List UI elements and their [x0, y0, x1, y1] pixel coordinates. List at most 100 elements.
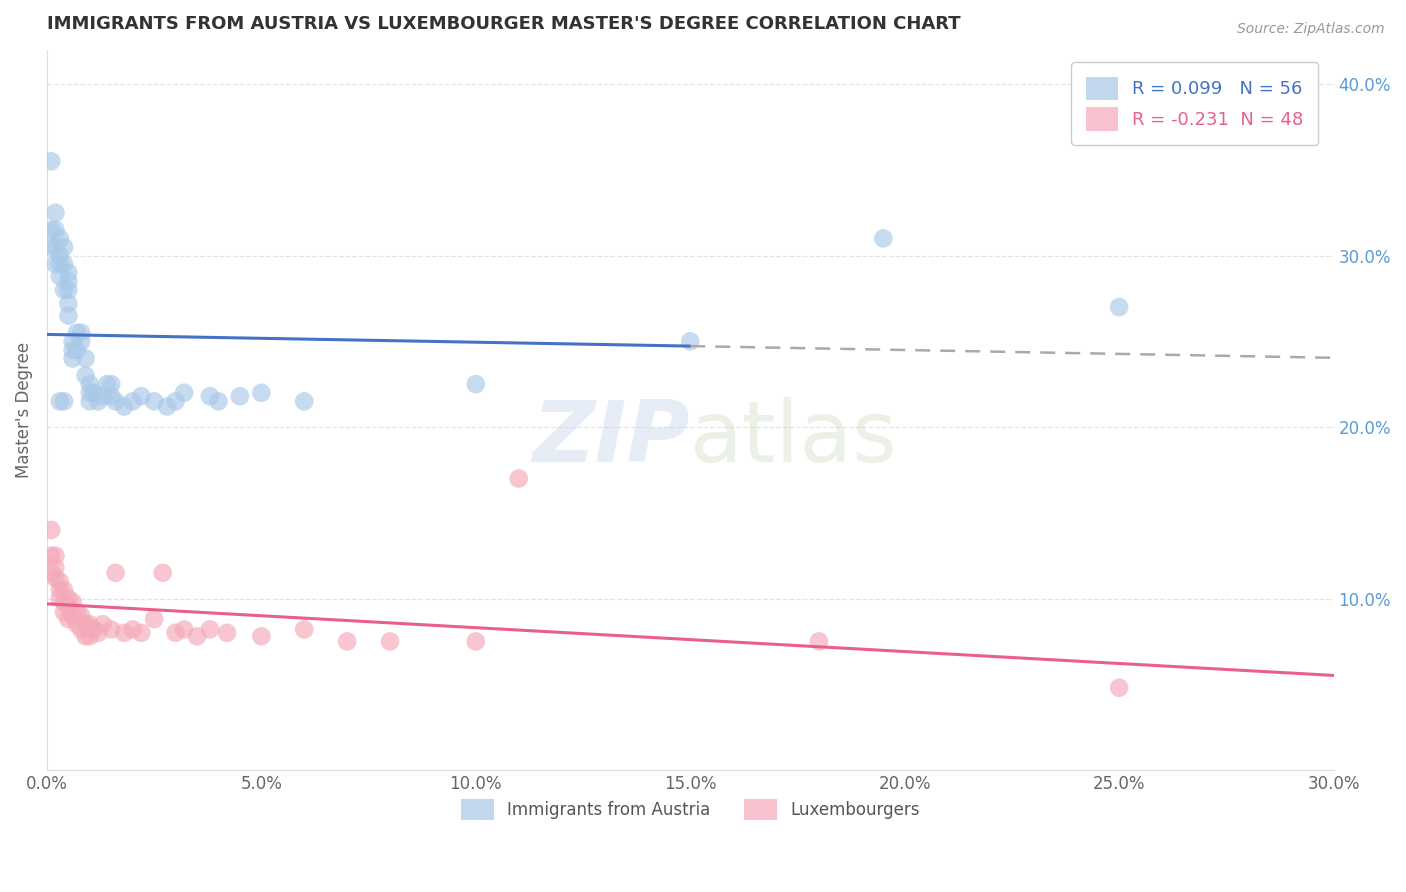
Point — [79, 617, 101, 632]
Point — [198, 389, 221, 403]
Point — [121, 623, 143, 637]
Point — [58, 591, 80, 606]
Point — [173, 385, 195, 400]
Y-axis label: Master's Degree: Master's Degree — [15, 342, 32, 478]
Point — [53, 257, 76, 271]
Point — [75, 351, 97, 366]
Point — [39, 240, 62, 254]
Point — [87, 625, 110, 640]
Point — [39, 154, 62, 169]
Point — [91, 389, 114, 403]
Point — [66, 605, 89, 619]
Point — [152, 566, 174, 580]
Point — [87, 394, 110, 409]
Point — [66, 326, 89, 340]
Point — [156, 400, 179, 414]
Point — [44, 560, 66, 574]
Text: Source: ZipAtlas.com: Source: ZipAtlas.com — [1237, 22, 1385, 37]
Point — [44, 205, 66, 219]
Point — [39, 523, 62, 537]
Point — [44, 240, 66, 254]
Point — [53, 394, 76, 409]
Point — [679, 334, 702, 349]
Point — [464, 377, 486, 392]
Point — [83, 385, 105, 400]
Point — [49, 582, 72, 597]
Point — [44, 223, 66, 237]
Point — [91, 617, 114, 632]
Point — [83, 623, 105, 637]
Point — [39, 566, 62, 580]
Text: IMMIGRANTS FROM AUSTRIA VS LUXEMBOURGER MASTER'S DEGREE CORRELATION CHART: IMMIGRANTS FROM AUSTRIA VS LUXEMBOURGER … — [46, 15, 960, 33]
Point — [53, 582, 76, 597]
Point — [49, 231, 72, 245]
Point — [49, 249, 72, 263]
Point — [165, 625, 187, 640]
Point — [79, 385, 101, 400]
Point — [44, 257, 66, 271]
Point — [62, 595, 84, 609]
Point — [66, 617, 89, 632]
Point — [58, 309, 80, 323]
Point — [62, 608, 84, 623]
Text: ZIP: ZIP — [533, 397, 690, 480]
Point — [49, 257, 72, 271]
Point — [58, 600, 80, 615]
Point — [198, 623, 221, 637]
Point — [1108, 300, 1130, 314]
Point — [1108, 681, 1130, 695]
Point — [104, 394, 127, 409]
Point — [79, 377, 101, 392]
Point — [62, 343, 84, 357]
Point — [229, 389, 252, 403]
Point — [75, 617, 97, 632]
Point — [100, 623, 122, 637]
Point — [250, 385, 273, 400]
Point — [62, 351, 84, 366]
Point — [79, 629, 101, 643]
Point — [53, 595, 76, 609]
Point — [292, 394, 315, 409]
Point — [70, 326, 93, 340]
Point — [186, 629, 208, 643]
Point — [464, 634, 486, 648]
Point — [872, 231, 894, 245]
Point — [53, 283, 76, 297]
Point — [58, 266, 80, 280]
Point — [58, 274, 80, 288]
Point — [49, 269, 72, 284]
Point — [143, 394, 166, 409]
Point — [62, 334, 84, 349]
Point — [70, 608, 93, 623]
Point — [39, 549, 62, 563]
Point — [58, 612, 80, 626]
Point — [75, 368, 97, 383]
Point — [39, 223, 62, 237]
Point — [207, 394, 229, 409]
Point — [44, 571, 66, 585]
Point — [250, 629, 273, 643]
Point — [104, 566, 127, 580]
Point — [129, 625, 152, 640]
Point — [49, 574, 72, 589]
Point — [292, 623, 315, 637]
Point — [44, 549, 66, 563]
Point — [53, 605, 76, 619]
Point — [378, 634, 401, 648]
Point — [100, 377, 122, 392]
Point — [96, 377, 118, 392]
Point — [129, 389, 152, 403]
Point — [143, 612, 166, 626]
Point — [58, 283, 80, 297]
Point — [121, 394, 143, 409]
Point — [112, 625, 135, 640]
Point — [79, 394, 101, 409]
Point — [58, 296, 80, 310]
Point — [165, 394, 187, 409]
Point — [508, 471, 530, 485]
Point — [100, 389, 122, 403]
Point — [807, 634, 830, 648]
Point — [173, 623, 195, 637]
Text: atlas: atlas — [690, 397, 898, 480]
Point — [49, 591, 72, 606]
